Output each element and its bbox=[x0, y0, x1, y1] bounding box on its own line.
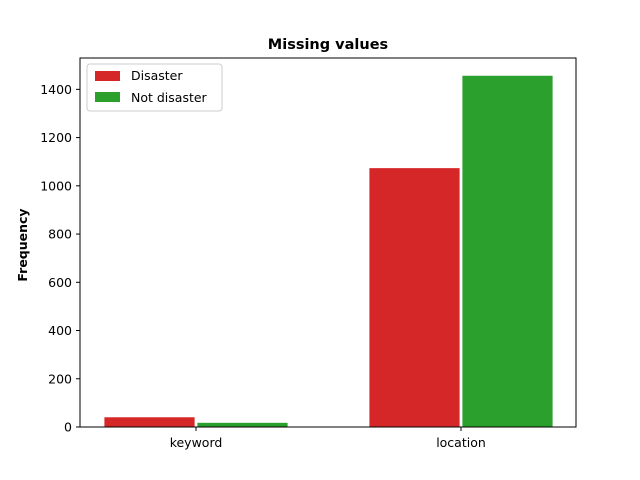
legend-box bbox=[86, 63, 223, 112]
y-tick-label: 0 bbox=[64, 420, 72, 435]
chart-title: Missing values bbox=[268, 37, 388, 53]
y-ticks-group: 0 200 400 600 800 1000 1200 1400 bbox=[40, 82, 80, 435]
plot-frame bbox=[79, 57, 577, 428]
bars-group bbox=[103, 74, 554, 428]
legend: Disaster Not disaster bbox=[86, 63, 223, 112]
x-tick-label-keyword: keyword bbox=[170, 435, 223, 450]
legend-swatch-disaster bbox=[95, 71, 120, 81]
bar-disaster-keyword bbox=[103, 416, 196, 428]
bar-not-disaster-keyword bbox=[196, 422, 289, 428]
y-tick-label: 200 bbox=[48, 371, 72, 386]
legend-label-not-disaster: Not disaster bbox=[131, 90, 208, 105]
x-ticks-group: keyword location bbox=[170, 427, 486, 450]
legend-swatch-not-disaster bbox=[95, 92, 120, 102]
y-tick-label: 1400 bbox=[40, 82, 72, 97]
y-tick-label: 400 bbox=[48, 323, 72, 338]
y-axis-label: Frequency bbox=[15, 208, 30, 281]
bar-disaster-location bbox=[368, 167, 461, 428]
x-tick-label-location: location bbox=[436, 435, 486, 450]
bar-not-disaster-location bbox=[461, 74, 554, 428]
legend-label-disaster: Disaster bbox=[131, 68, 183, 83]
y-tick-label: 1200 bbox=[40, 130, 72, 145]
y-tick-label: 600 bbox=[48, 275, 72, 290]
y-tick-label: 800 bbox=[48, 227, 72, 242]
y-tick-label: 1000 bbox=[40, 178, 72, 193]
